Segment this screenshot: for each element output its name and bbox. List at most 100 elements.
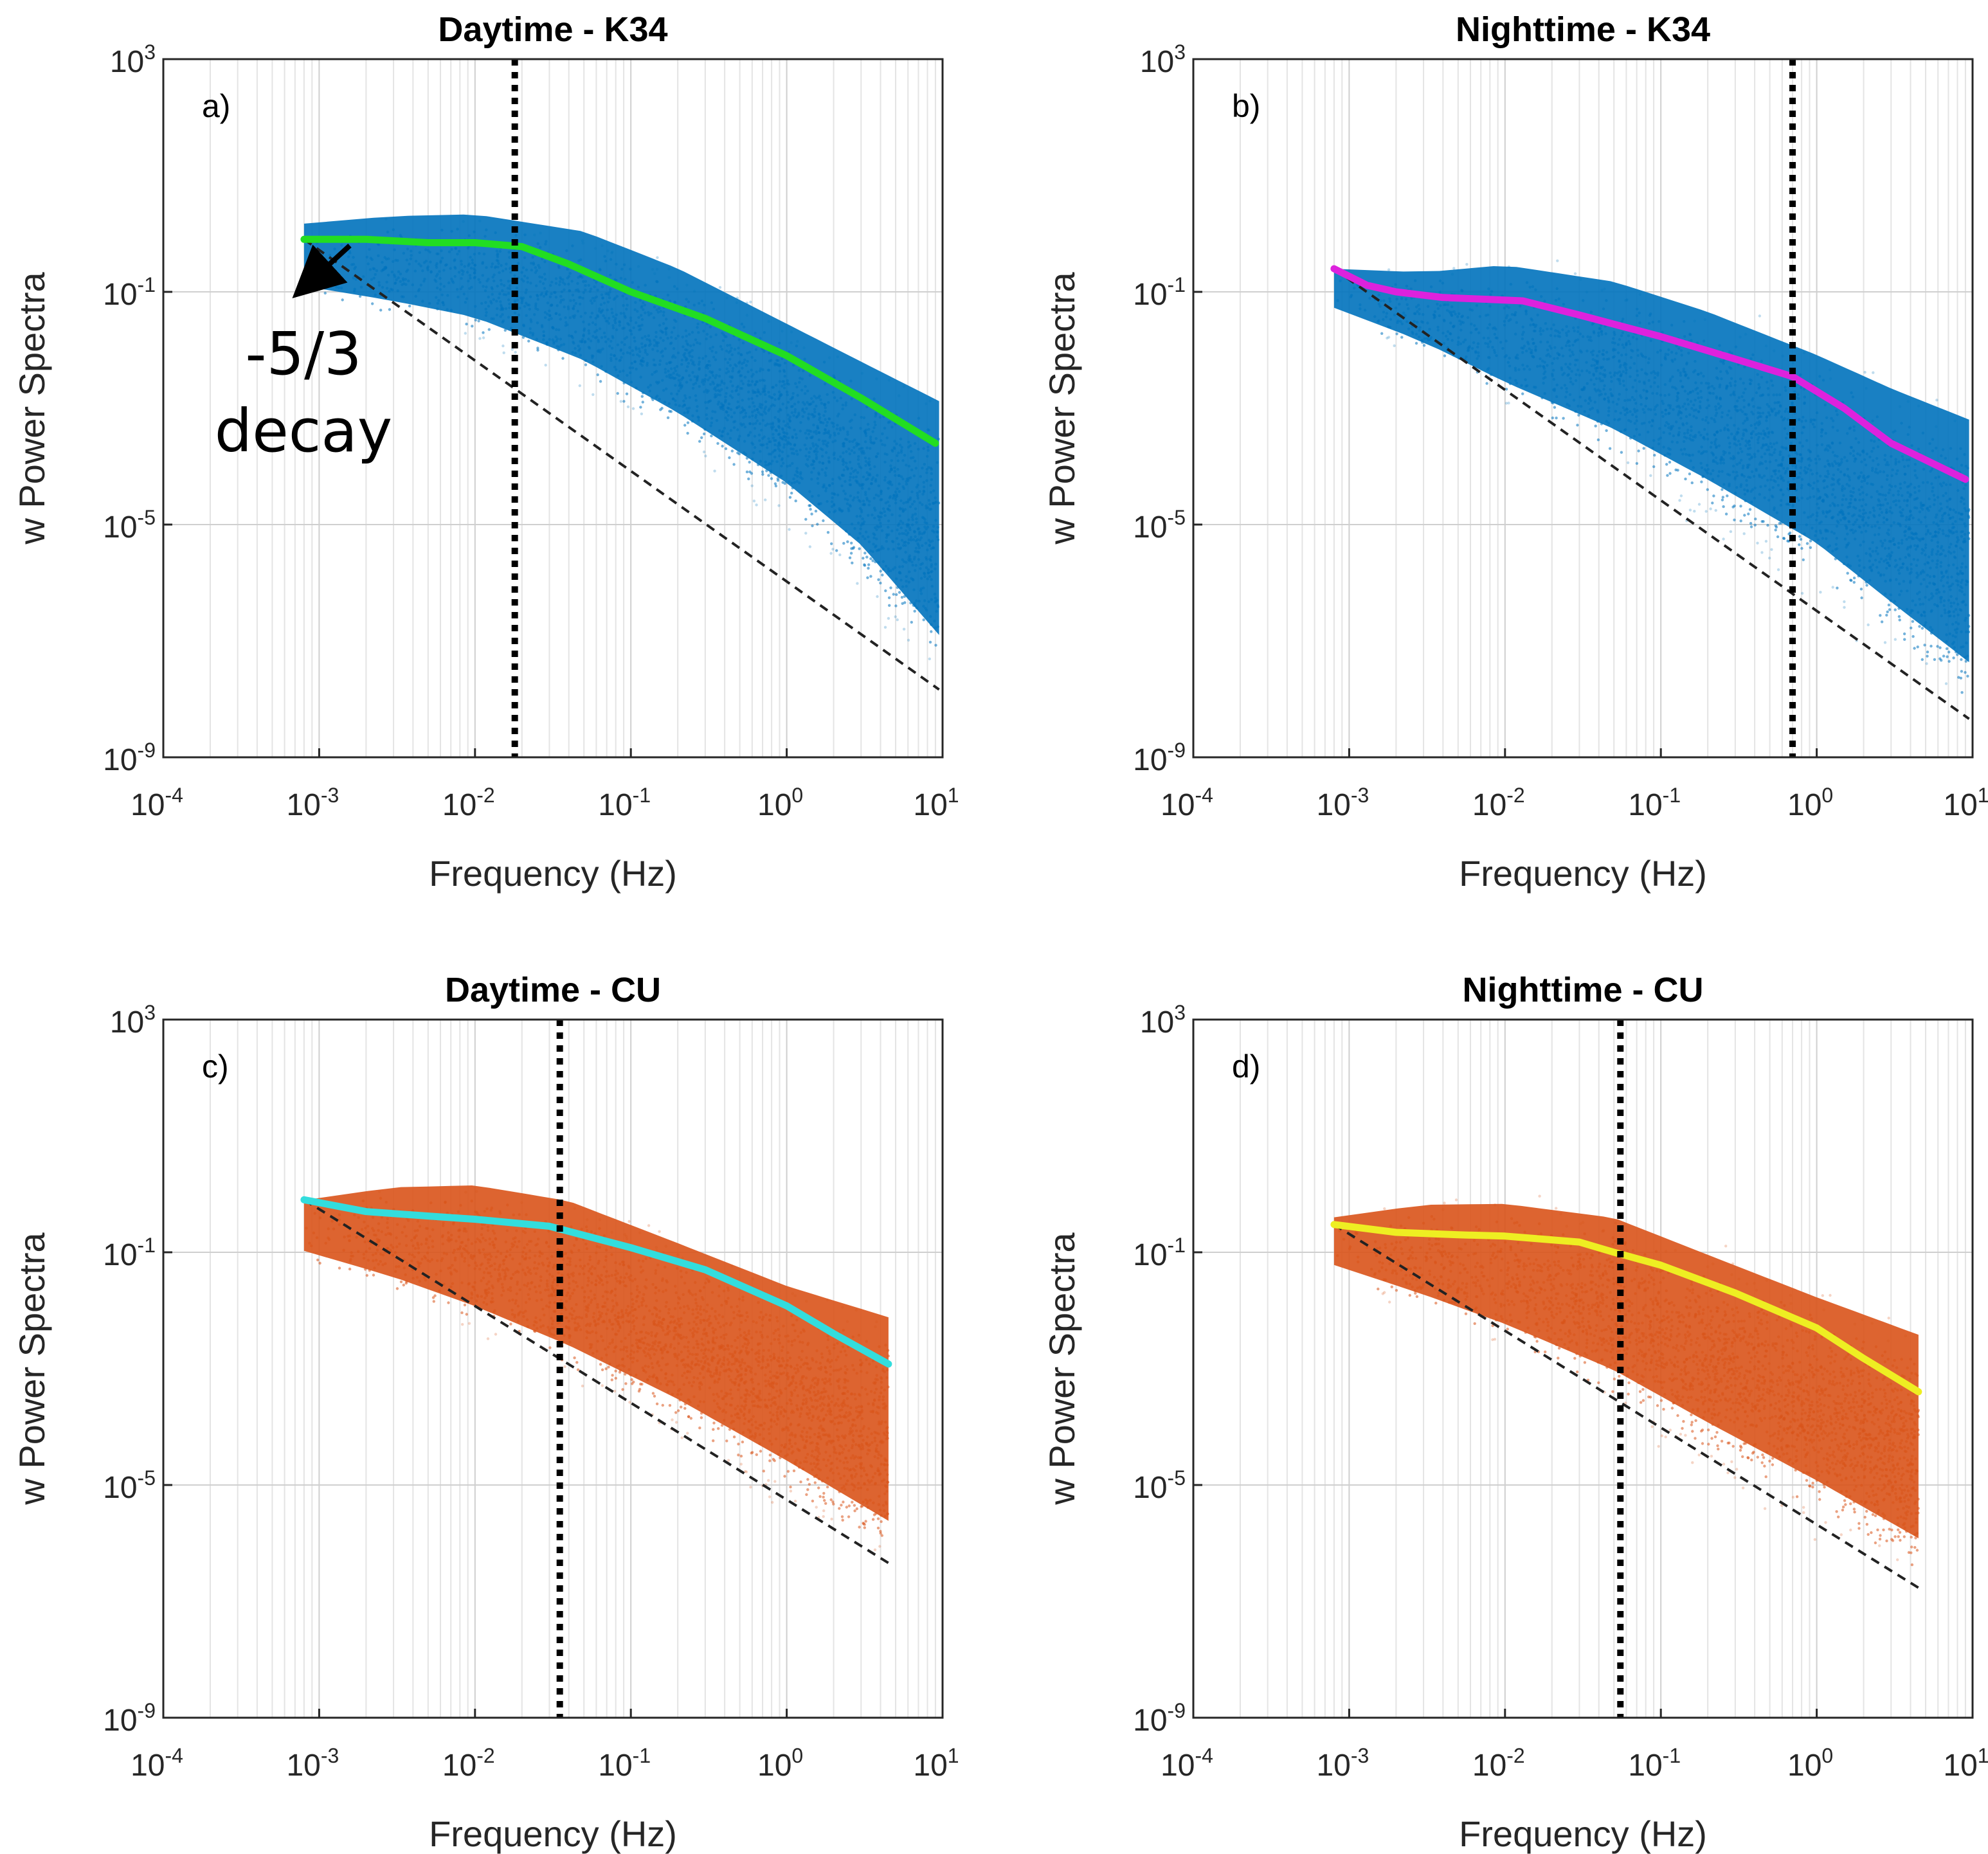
scatter-point: [1742, 464, 1745, 467]
scatter-point: [1741, 467, 1744, 470]
scatter-point: [815, 397, 818, 400]
scatter-point: [1664, 413, 1667, 416]
scatter-point: [1807, 458, 1810, 461]
scatter-point: [772, 386, 775, 389]
scatter-point: [880, 439, 883, 442]
scatter-point: [925, 504, 928, 507]
scatter-point: [738, 435, 741, 438]
scatter-point: [1737, 396, 1740, 399]
scatter-point: [1868, 559, 1871, 562]
scatter-point: [923, 572, 926, 575]
scatter-point: [874, 437, 878, 440]
scatter-point: [640, 364, 644, 367]
scatter-point: [850, 541, 853, 544]
scatter-point: [1857, 574, 1860, 578]
scatter-point: [868, 460, 871, 464]
scatter-point: [566, 323, 569, 327]
scatter-point: [1637, 449, 1640, 453]
scatter-point: [1945, 647, 1949, 651]
scatter-point: [1834, 496, 1837, 499]
scatter-point: [631, 349, 634, 352]
scatter-point: [1944, 456, 1947, 460]
scatter-point: [741, 399, 744, 402]
scatter-point: [900, 539, 904, 542]
scatter-point: [900, 446, 903, 449]
scatter-point: [775, 384, 778, 387]
scatter-point: [1577, 413, 1580, 417]
scatter-point: [820, 455, 824, 458]
scatter-point: [878, 415, 882, 419]
scatter-point: [1534, 288, 1537, 291]
scatter-point: [447, 250, 451, 253]
scatter-point: [557, 348, 560, 352]
scatter-point: [472, 267, 476, 271]
scatter-point: [864, 434, 868, 437]
scatter-point: [754, 413, 758, 417]
scatter-point: [1954, 510, 1958, 514]
scatter-point: [1874, 559, 1877, 562]
scatter-point: [615, 262, 618, 266]
scatter-point: [660, 330, 664, 334]
scatter-point: [908, 498, 912, 501]
scatter-point: [1809, 539, 1812, 543]
scatter-point: [1800, 483, 1803, 487]
scatter-point: [1725, 370, 1728, 373]
scatter-point: [1792, 427, 1795, 430]
scatter-point: [1809, 546, 1812, 549]
scatter-point: [705, 406, 709, 410]
scatter-point: [1623, 428, 1627, 431]
scatter-point: [340, 280, 343, 284]
scatter-point: [1539, 329, 1542, 333]
scatter-point: [559, 298, 563, 302]
scatter-point: [1829, 368, 1832, 372]
scatter-point: [1788, 531, 1792, 535]
scatter-point: [1854, 521, 1857, 524]
scatter-point: [713, 395, 717, 399]
scatter-point: [827, 401, 830, 404]
scatter-point: [1794, 464, 1798, 467]
scatter-point: [1754, 426, 1758, 430]
scatter-point: [536, 321, 539, 325]
scatter-point: [1705, 406, 1708, 410]
scatter-point: [1661, 402, 1665, 405]
scatter-point: [446, 294, 449, 297]
scatter-point: [1860, 480, 1863, 483]
scatter-point: [547, 318, 550, 321]
scatter-point: [1784, 471, 1787, 475]
scatter-point: [601, 296, 604, 300]
scatter-point: [1855, 518, 1859, 521]
scatter-point: [796, 471, 799, 474]
scatter-point: [667, 276, 671, 279]
scatter-point: [1914, 497, 1918, 501]
scatter-point: [1566, 365, 1569, 369]
scatter-point: [435, 262, 438, 266]
scatter-point: [1852, 429, 1856, 432]
scatter-point: [1688, 390, 1692, 394]
scatter-point: [809, 447, 812, 450]
scatter-point: [687, 362, 691, 365]
scatter-point: [836, 493, 840, 497]
scatter-point: [1567, 330, 1570, 333]
scatter-point: [773, 362, 777, 365]
scatter-point: [1952, 563, 1955, 566]
scatter-point: [832, 425, 835, 428]
scatter-point: [615, 279, 618, 282]
scatter-point: [1598, 377, 1602, 381]
scatter-point: [639, 375, 642, 379]
scatter-point: [1485, 314, 1488, 317]
scatter-point: [724, 357, 727, 361]
scatter-core: [1333, 266, 1969, 663]
scatter-point: [753, 404, 756, 408]
scatter-point: [1589, 339, 1593, 343]
scatter-point: [1694, 408, 1698, 411]
scatter-point: [1930, 539, 1933, 542]
scatter-point: [1767, 405, 1771, 408]
scatter-point: [842, 451, 845, 455]
scatter-point: [1945, 640, 1948, 644]
scatter-point: [898, 482, 901, 485]
scatter-point: [1888, 483, 1892, 487]
scatter-point: [1571, 382, 1575, 386]
scatter-point: [1931, 438, 1935, 441]
scatter-point: [1923, 644, 1926, 647]
scatter-point: [1759, 485, 1762, 489]
